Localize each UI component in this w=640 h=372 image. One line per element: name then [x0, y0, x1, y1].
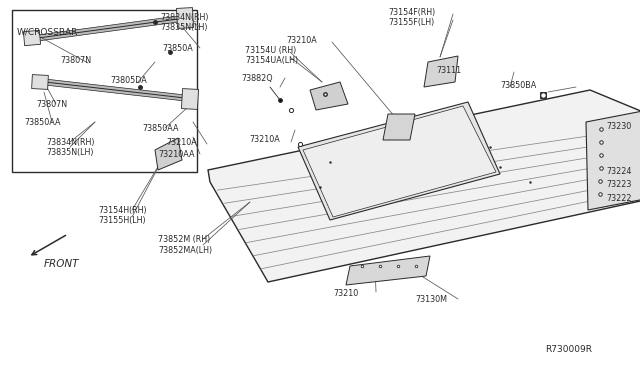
Text: 73154H(RH): 73154H(RH): [98, 205, 147, 215]
Text: 73850BA: 73850BA: [500, 80, 536, 90]
Text: FRONT: FRONT: [44, 259, 79, 269]
Polygon shape: [424, 56, 458, 87]
Polygon shape: [383, 114, 415, 140]
Text: 73210AA: 73210AA: [158, 150, 195, 158]
Text: 73852MA(LH): 73852MA(LH): [158, 246, 212, 254]
Polygon shape: [182, 89, 198, 109]
Polygon shape: [155, 138, 182, 170]
Text: 73210A: 73210A: [166, 138, 196, 147]
Polygon shape: [177, 7, 193, 28]
Text: 73130M: 73130M: [415, 295, 447, 305]
Text: 73224: 73224: [606, 167, 632, 176]
Text: 73834N(RH): 73834N(RH): [46, 138, 95, 147]
Text: 73835N(LH): 73835N(LH): [160, 22, 207, 32]
Text: 73834N(RH): 73834N(RH): [160, 13, 209, 22]
Text: 73230: 73230: [606, 122, 631, 131]
Text: 73154U (RH): 73154U (RH): [245, 45, 296, 55]
Text: 73210A: 73210A: [286, 35, 317, 45]
Text: R730009R: R730009R: [545, 346, 592, 355]
Polygon shape: [586, 110, 640, 210]
Text: 73155H(LH): 73155H(LH): [98, 215, 146, 224]
Text: 73882Q: 73882Q: [241, 74, 273, 83]
Text: 73210A: 73210A: [249, 135, 280, 144]
Text: 73852M (RH): 73852M (RH): [158, 234, 211, 244]
Polygon shape: [31, 75, 49, 89]
Text: 73805DA: 73805DA: [110, 76, 147, 84]
Text: 73850AA: 73850AA: [142, 124, 179, 132]
Text: 73807N: 73807N: [36, 99, 67, 109]
Text: 73210: 73210: [333, 289, 358, 298]
Polygon shape: [298, 102, 500, 220]
Text: 73835N(LH): 73835N(LH): [46, 148, 93, 157]
Polygon shape: [24, 31, 40, 46]
Text: 73154F(RH): 73154F(RH): [388, 7, 435, 16]
Text: W/CROSSBAR: W/CROSSBAR: [17, 28, 78, 36]
Text: 73850A: 73850A: [162, 44, 193, 52]
Text: 73155F(LH): 73155F(LH): [388, 17, 435, 26]
Text: 73154UA(LH): 73154UA(LH): [245, 55, 298, 64]
Polygon shape: [310, 82, 348, 110]
Polygon shape: [346, 256, 430, 285]
Bar: [12, 10, 197, 172]
Text: 73223: 73223: [606, 180, 632, 189]
Text: 73222: 73222: [606, 193, 632, 202]
Text: 73111: 73111: [436, 65, 461, 74]
Text: 73850AA: 73850AA: [24, 118, 61, 126]
Text: 73807N: 73807N: [60, 55, 91, 64]
Polygon shape: [208, 90, 640, 282]
Polygon shape: [303, 106, 496, 217]
